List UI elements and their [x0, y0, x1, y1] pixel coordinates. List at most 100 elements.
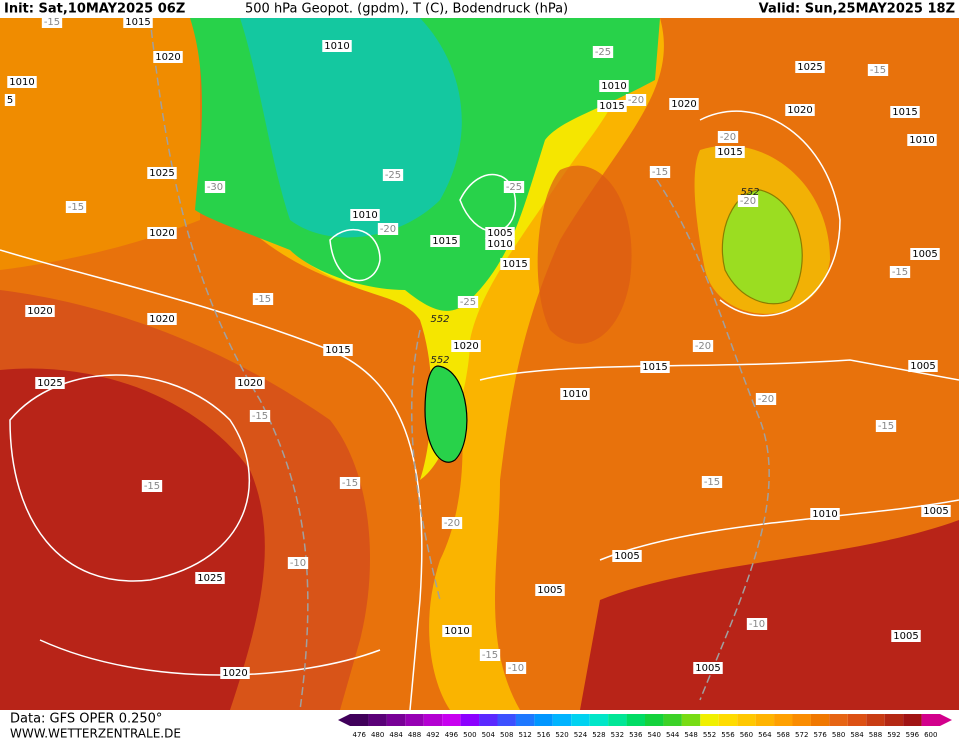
temperature-label: -10 — [290, 558, 306, 569]
colorbar-label: 516 — [537, 731, 551, 739]
isobar-label-box — [810, 508, 840, 520]
isobar-label: 1020 — [155, 52, 180, 63]
temperature-label: -15 — [342, 478, 358, 489]
isobar-line — [459, 173, 517, 233]
colorbar-label: 492 — [426, 731, 439, 739]
isobar-label-box — [35, 377, 65, 389]
colorbar-label: 548 — [684, 731, 697, 739]
colorbar-swatch — [774, 714, 793, 726]
isobar-label-box — [323, 344, 353, 356]
colorbar-label: 540 — [648, 731, 661, 739]
colorbar-swatch — [571, 714, 590, 726]
isobar-label: 1005 — [910, 361, 935, 372]
isobar-label: 1005 — [537, 585, 562, 596]
isobar-label: 1010 — [487, 239, 512, 250]
map-title: 500 hPa Geopot. (gpdm), T (C), Bodendruc… — [245, 2, 568, 17]
isobar-label-box — [350, 209, 380, 221]
isobar-label: 1005 — [893, 631, 918, 642]
isobar-label-box — [25, 305, 55, 317]
isobar-label: 1020 — [149, 228, 174, 239]
isobar-label: 1020 — [27, 306, 52, 317]
colorbar-swatch — [884, 714, 904, 726]
colorbar-swatch — [515, 714, 535, 726]
temperature-label: -15 — [68, 202, 84, 213]
colorbar-swatch — [460, 714, 480, 726]
colorbar-label: 528 — [592, 731, 605, 739]
isobar-label-box — [442, 625, 472, 637]
isobar-label: 1005 — [923, 506, 948, 517]
temperature-label-box — [249, 410, 271, 422]
colorbar-label: 588 — [869, 731, 882, 739]
colorbar-label: 484 — [389, 731, 403, 739]
colorbar-label: 504 — [482, 731, 496, 739]
isobar-label-box — [7, 76, 37, 88]
isobar-label: 1020 — [149, 314, 174, 325]
colorbar-arrow-right — [940, 714, 952, 726]
colorbar-swatch — [368, 714, 387, 726]
colorbar-label: 572 — [795, 731, 808, 739]
isobar-label: 1015 — [125, 17, 150, 28]
isobar-label: 1015 — [325, 345, 350, 356]
isobar-line — [9, 374, 250, 582]
isobar-label-box — [153, 51, 183, 63]
colorbar-swatch — [645, 714, 664, 726]
isobar-label-box — [910, 248, 940, 260]
field-green-atlantic — [424, 365, 468, 463]
temperature-label-box — [457, 296, 479, 308]
field-scandinavia — [537, 165, 632, 344]
temperature-label: -15 — [44, 17, 60, 28]
temperature-label-box — [252, 293, 274, 305]
isobar-label-box — [451, 340, 481, 352]
colorbar-swatch — [386, 714, 406, 726]
isobar-label: 1015 — [642, 362, 667, 373]
isobar-label-box — [485, 227, 515, 239]
temperature-label-box — [717, 131, 739, 143]
colorbar-label: 576 — [813, 731, 827, 739]
colorbar-label: 500 — [463, 731, 476, 739]
temperature-label-box — [287, 557, 309, 569]
isobar-label: 1020 — [787, 105, 812, 116]
contour-labels: 1015 1020 1010 5 1010 1010 1015 1020 1025 1020 101… — [4, 16, 951, 679]
isobar-label: 1020 — [453, 341, 478, 352]
temperature-label-box — [692, 340, 714, 352]
colorbar-label: 524 — [574, 731, 588, 739]
isobar-label-box — [4, 94, 16, 106]
colorbar-label: 508 — [500, 731, 513, 739]
isobar-label: 1025 — [149, 168, 174, 179]
isobar-label-box — [220, 667, 250, 679]
isobar-label: 1025 — [197, 573, 222, 584]
geopotential-label: 552 — [430, 314, 449, 325]
colorbar-swatch — [626, 714, 645, 726]
temperature-label: -25 — [595, 47, 611, 58]
colorbar-swatch — [810, 714, 830, 726]
colorbar-label: 584 — [850, 731, 864, 739]
temperature-label-box — [867, 64, 889, 76]
isobar-label: 1020 — [237, 378, 262, 389]
colorbar-label: 580 — [832, 731, 845, 739]
isobar-line — [599, 499, 959, 561]
colorbar-label: 512 — [518, 731, 531, 739]
temperature-label: -25 — [460, 297, 476, 308]
temperature-label-box — [737, 195, 759, 207]
isobar-label-box — [195, 572, 225, 584]
isobar-label: 1025 — [797, 62, 822, 73]
temperature-label-box — [65, 201, 87, 213]
colorbar-label: 544 — [666, 731, 680, 739]
temperature-label-box — [505, 662, 527, 674]
temperature-label-box — [41, 16, 63, 28]
isobar-label: 1015 — [892, 107, 917, 118]
isobar-label-box — [612, 550, 642, 562]
isobar-label: 1005 — [695, 663, 720, 674]
isobar-line — [329, 229, 381, 282]
isobar-label: 1015 — [502, 259, 527, 270]
isobar-label-box — [535, 584, 565, 596]
colorbar-swatch — [589, 714, 609, 726]
isobar-label-box — [908, 360, 938, 372]
field-yellow-russia — [694, 145, 830, 314]
isobar-label-box — [715, 146, 745, 158]
isobar-label: 1010 — [444, 626, 469, 637]
colorbar-swatch — [847, 714, 867, 726]
website: WWW.WETTERZENTRALE.DE — [10, 727, 181, 741]
isobar-label: 1020 — [222, 668, 247, 679]
isobar-label-box — [907, 134, 937, 146]
